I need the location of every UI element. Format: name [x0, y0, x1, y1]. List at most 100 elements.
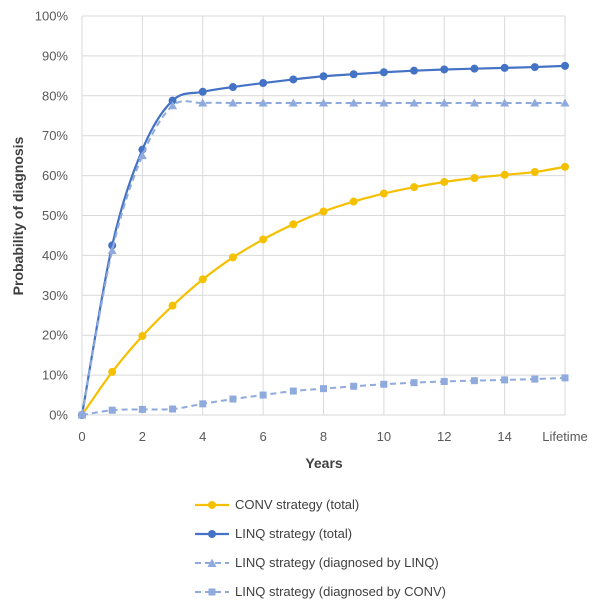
- y-tick-label: 20%: [42, 328, 68, 343]
- data-point: [500, 63, 509, 72]
- data-point: [289, 387, 297, 395]
- x-tick-label: Lifetime: [542, 429, 588, 444]
- data-point: [470, 377, 478, 385]
- legend-item-linq-by-conv: LINQ strategy (diagnosed by CONV): [195, 577, 446, 606]
- chart: 0% 10% 20% 30% 40% 50% 60% 70% 80% 90% 100% 0 2 4 6 8 10…: [10, 9, 588, 472]
- data-point: [259, 79, 268, 88]
- legend-item-linq-by-linq: LINQ strategy (diagnosed by LINQ): [195, 548, 446, 577]
- data-point: [440, 177, 449, 186]
- series-0: [78, 162, 569, 419]
- data-point: [349, 197, 358, 206]
- y-tick-label: 40%: [42, 248, 68, 263]
- data-point: [469, 98, 479, 107]
- data-point: [198, 87, 207, 96]
- legend-swatch-linq-by-linq: [195, 558, 229, 567]
- legend-label: LINQ strategy (diagnosed by CONV): [235, 584, 446, 599]
- legend-label: LINQ strategy (diagnosed by LINQ): [235, 555, 439, 570]
- y-tick-label: 70%: [42, 128, 68, 143]
- data-point: [439, 98, 449, 107]
- data-point: [198, 275, 207, 284]
- data-point: [379, 68, 388, 77]
- data-point: [320, 385, 327, 393]
- data-point: [379, 189, 388, 198]
- x-tick-label: 12: [437, 429, 451, 444]
- data-point: [168, 101, 178, 110]
- y-tick-label: 10%: [42, 368, 68, 383]
- data-point: [440, 377, 448, 385]
- data-point: [289, 75, 298, 84]
- legend-item-conv-total: CONV strategy (total): [195, 490, 446, 519]
- data-point: [198, 98, 208, 107]
- x-tick-label: 6: [260, 429, 267, 444]
- data-point: [289, 220, 298, 229]
- tick-labels: 0% 10% 20% 30% 40% 50% 60% 70% 80% 90% 100% 0 2 4 6 8 10…: [35, 9, 588, 445]
- legend-item-linq-total: LINQ strategy (total): [195, 519, 446, 548]
- data-point: [530, 63, 539, 72]
- legend-swatch-linq-total: [195, 529, 229, 538]
- data-point: [379, 98, 389, 107]
- legend-swatch-linq-by-conv: [195, 588, 229, 595]
- data-point: [319, 98, 328, 107]
- data-point: [288, 98, 298, 107]
- legend-label: LINQ strategy (total): [235, 526, 353, 541]
- x-tick-label: 2: [139, 429, 146, 444]
- data-point: [108, 367, 117, 376]
- series-line: [81, 100, 565, 416]
- data-point: [137, 151, 147, 160]
- data-point: [108, 406, 116, 414]
- data-point: [319, 207, 328, 216]
- x-tick-label: 8: [320, 429, 327, 444]
- data-point: [107, 246, 117, 255]
- x-tick-label: 0: [78, 429, 85, 444]
- data-point: [470, 64, 479, 73]
- data-point: [78, 411, 86, 419]
- y-tick-label: 80%: [42, 88, 68, 103]
- data-point: [409, 98, 419, 107]
- data-point: [410, 183, 419, 192]
- data-point: [380, 380, 388, 388]
- data-point: [259, 391, 267, 399]
- x-tick-label: 14: [497, 429, 511, 444]
- data-point: [169, 405, 177, 413]
- data-point: [561, 162, 569, 171]
- data-point: [259, 235, 268, 244]
- data-point: [319, 72, 328, 81]
- x-tick-label: 4: [199, 429, 206, 444]
- y-tick-label: 0%: [49, 408, 68, 423]
- legend: CONV strategy (total) LINQ strategy (tot…: [195, 490, 446, 606]
- data-point: [228, 83, 237, 92]
- data-point: [410, 379, 418, 387]
- data-point: [228, 98, 238, 107]
- y-axis-title: Probability of diagnosis: [10, 136, 26, 295]
- data-point: [500, 170, 509, 179]
- legend-label: CONV strategy (total): [235, 497, 360, 512]
- data-point: [138, 405, 146, 413]
- data-point: [168, 96, 177, 105]
- data-point: [410, 66, 419, 75]
- data-point: [440, 65, 449, 74]
- series-2: [77, 98, 570, 419]
- y-tick-label: 50%: [42, 208, 68, 223]
- y-tick-label: 100%: [35, 9, 69, 24]
- data-point: [199, 400, 207, 408]
- data-point: [531, 375, 539, 383]
- data-point: [349, 98, 359, 107]
- data-point: [561, 61, 569, 70]
- data-point: [229, 395, 237, 403]
- data-point: [228, 253, 237, 262]
- y-tick-label: 30%: [42, 288, 68, 303]
- data-point: [530, 98, 540, 107]
- data-point: [560, 98, 570, 107]
- legend-swatch-conv-total: [195, 500, 229, 509]
- y-tick-label: 90%: [42, 48, 68, 63]
- data-point: [501, 376, 509, 384]
- x-tick-label: 10: [377, 429, 391, 444]
- data-point: [168, 301, 177, 310]
- series-3: [78, 374, 569, 419]
- x-axis-title: Years: [305, 455, 343, 471]
- y-tick-label: 60%: [42, 168, 68, 183]
- data-point: [500, 98, 510, 107]
- series-layer: [77, 61, 570, 419]
- data-point: [349, 70, 358, 79]
- data-point: [470, 173, 479, 182]
